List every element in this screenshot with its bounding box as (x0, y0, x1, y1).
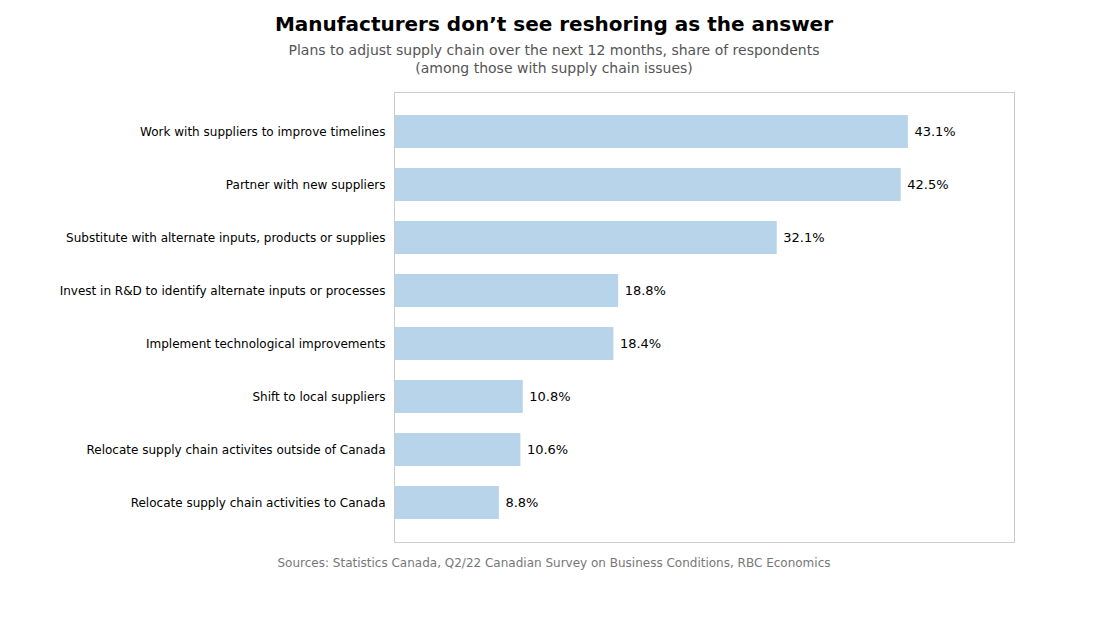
svg-text:Invest in R&D to identify alte: Invest in R&D to identify alternate inpu… (60, 284, 386, 298)
svg-text:Shift to local suppliers: Shift to local suppliers (252, 390, 385, 404)
svg-text:18.4%: 18.4% (620, 336, 661, 351)
html-text:Manufacturers don’t see reshor: Manufacturers don’t see reshoring as the… (275, 12, 833, 36)
svg-text:10.6%: 10.6% (527, 442, 568, 457)
svg-text:42.5%: 42.5% (907, 177, 948, 192)
svg-text:Relocate supply chain activiti: Relocate supply chain activities to Cana… (131, 496, 386, 510)
svg-text:10.8%: 10.8% (529, 389, 570, 404)
svg-text:Partner with new suppliers: Partner with new suppliers (226, 178, 386, 192)
svg-text:18.8%: 18.8% (625, 283, 666, 298)
svg-text:Implement technological improv: Implement technological improvements (146, 337, 386, 351)
svg-text:43.1%: 43.1% (914, 124, 955, 139)
svg-text:32.1%: 32.1% (783, 230, 824, 245)
svg-text:Relocate supply chain activite: Relocate supply chain activites outside … (86, 443, 385, 457)
svg-text:8.8%: 8.8% (505, 495, 538, 510)
svg-text:Substitute with alternate inpu: Substitute with alternate inputs, produc… (66, 231, 385, 245)
html-text:Sources: Statistics Canada, Q2: Sources: Statistics Canada, Q2/22 Canadi… (277, 556, 831, 570)
html-text:Plans to adjust supply chain o: Plans to adjust supply chain over the ne… (288, 42, 820, 58)
html-text:(among those with supply chain: (among those with supply chain issues) (415, 60, 693, 76)
svg-text:Work with suppliers to improve: Work with suppliers to improve timelines (140, 125, 385, 139)
